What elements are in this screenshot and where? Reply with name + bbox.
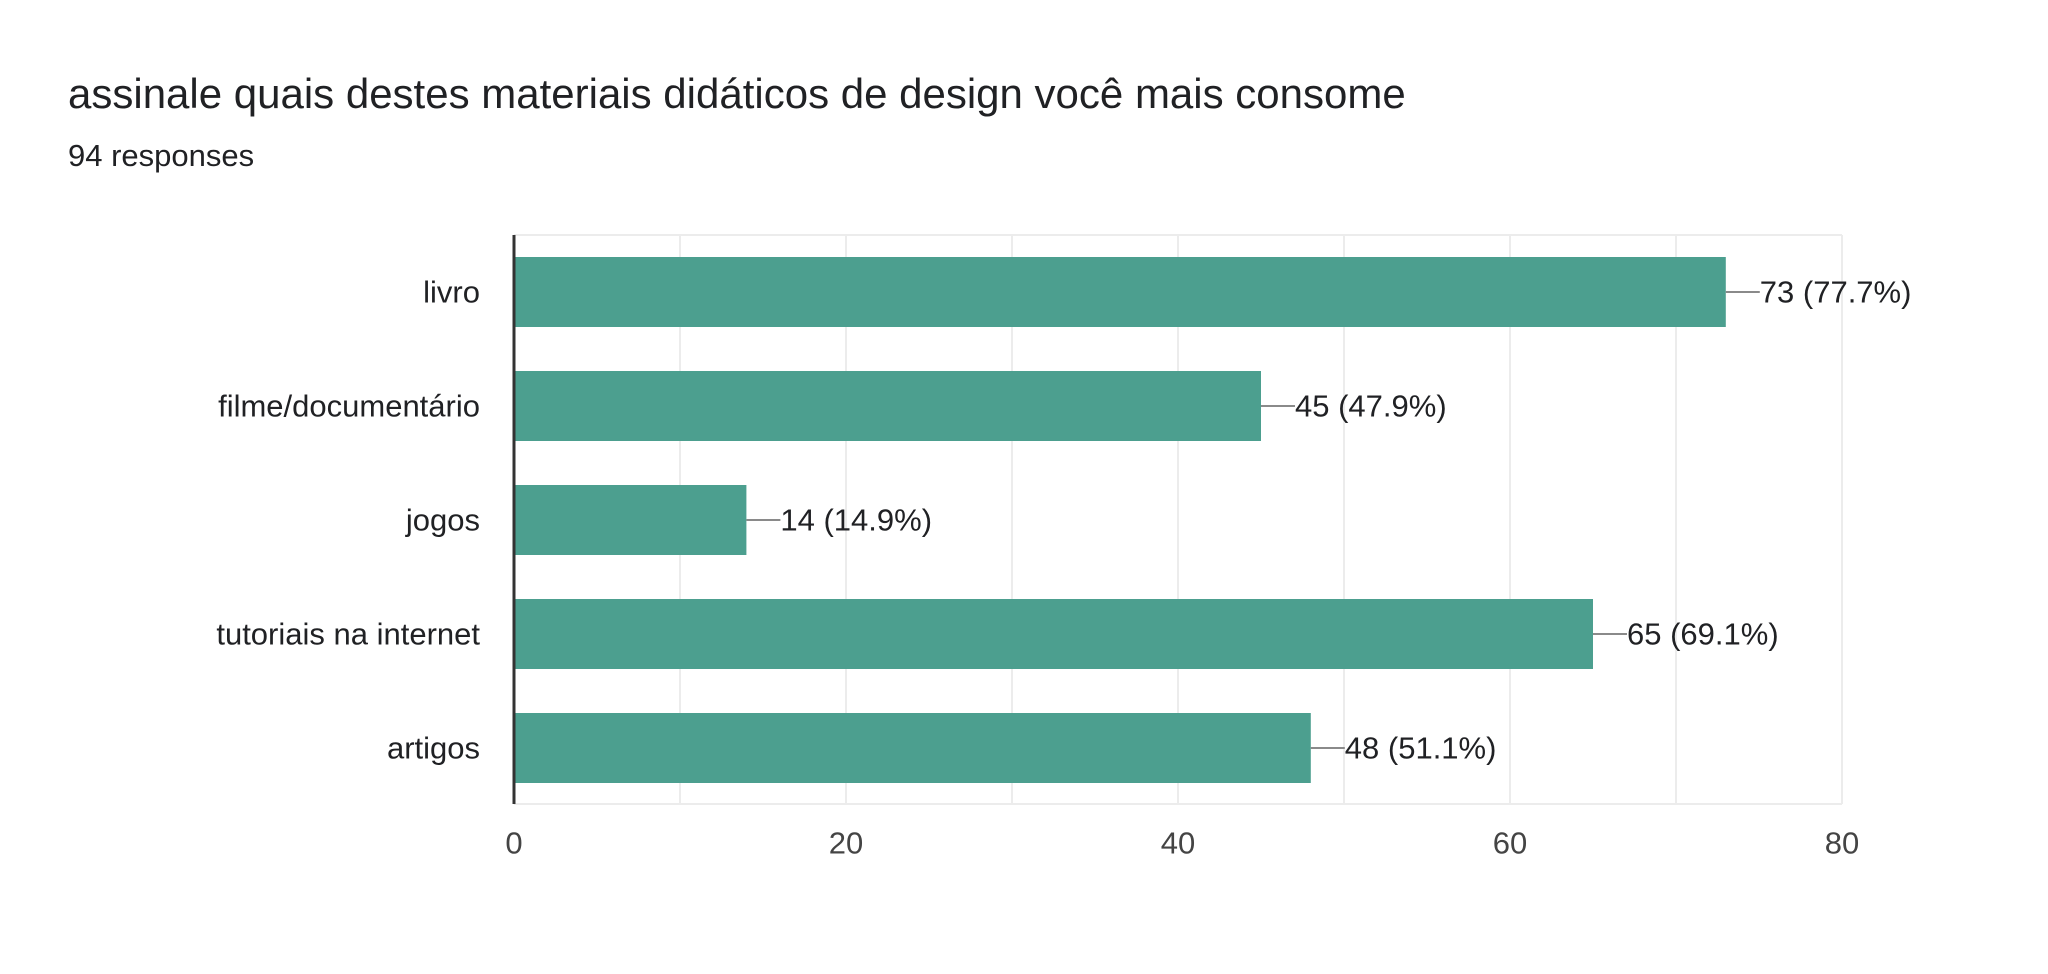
x-tick-label-60: 60 <box>1493 826 1527 861</box>
data-label-1: 73 (77.7%) <box>1760 275 1912 310</box>
category-label-5: artigos <box>387 731 480 766</box>
x-tick-label-40: 40 <box>1161 826 1195 861</box>
x-tick-label-0: 0 <box>505 826 522 861</box>
chart-title: assinale quais destes materiais didático… <box>68 70 1406 117</box>
bars <box>514 257 1726 783</box>
bar-5[interactable] <box>514 713 1311 783</box>
category-label-4: tutoriais na internet <box>216 617 480 652</box>
axes: 0 20 40 60 80 <box>505 235 1859 861</box>
bar-4[interactable] <box>514 599 1593 669</box>
x-tick-label-80: 80 <box>1825 826 1859 861</box>
bar-2[interactable] <box>514 371 1261 441</box>
category-label-2: filme/documentário <box>218 389 480 424</box>
bar-1[interactable] <box>514 257 1726 327</box>
data-label-2: 45 (47.9%) <box>1295 389 1447 424</box>
labels: 73 (77.7%) livro 45 (47.9%) filme/documentá… <box>216 275 1911 766</box>
grid-lines <box>514 234 1843 805</box>
category-label-3: jogos <box>405 503 480 538</box>
bar-3[interactable] <box>514 485 747 555</box>
data-label-3: 14 (14.9%) <box>780 503 932 538</box>
data-label-4: 65 (69.1%) <box>1627 617 1779 652</box>
response-count: 94 responses <box>68 138 255 173</box>
x-tick-label-20: 20 <box>829 826 863 861</box>
data-label-5: 48 (51.1%) <box>1345 731 1497 766</box>
category-label-1: livro <box>423 275 480 310</box>
